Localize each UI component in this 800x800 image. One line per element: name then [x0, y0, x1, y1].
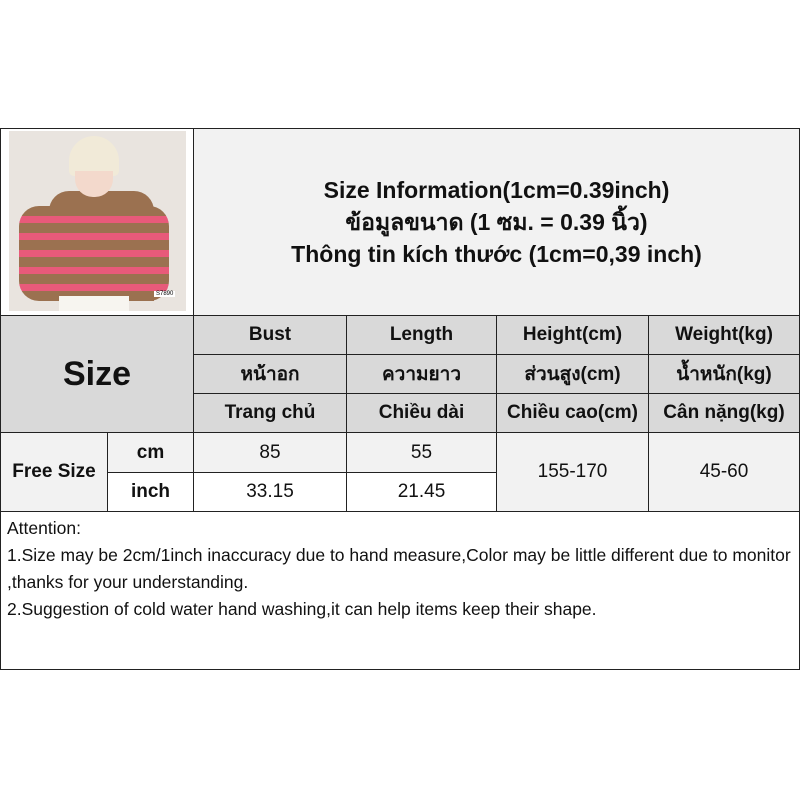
product-photo: S7890	[9, 131, 186, 311]
length-cm: 55	[346, 432, 497, 473]
height-value: 155-170	[496, 432, 649, 512]
header-length-vi: Chiều dài	[346, 393, 497, 433]
unit-inch: inch	[107, 472, 194, 512]
weight-value: 45-60	[648, 432, 800, 512]
header-height-en: Height(cm)	[496, 315, 649, 355]
header-height-vi: Chiều cao(cm)	[496, 393, 649, 433]
size-header: Size	[0, 315, 194, 433]
header-bust-vi: Trang chủ	[193, 393, 347, 433]
title-thai: ข้อมูลขนาด (1 ซม. = 0.39 นิ้ว)	[345, 209, 648, 235]
size-info-title: Size Information(1cm=0.39inch) ข้อมูลขนา…	[193, 128, 800, 316]
length-inch: 21.45	[346, 472, 497, 512]
unit-cm: cm	[107, 432, 194, 473]
attention-heading: Attention:	[7, 518, 81, 538]
title-vietnamese: Thông tin kích thước (1cm=0,39 inch)	[291, 241, 702, 267]
title-english: Size Information(1cm=0.39inch)	[323, 177, 670, 203]
free-size-label: Free Size	[0, 432, 108, 512]
header-length-en: Length	[346, 315, 497, 355]
header-height-th: ส่วนสูง(cm)	[496, 354, 649, 394]
header-weight-en: Weight(kg)	[648, 315, 800, 355]
header-bust-en: Bust	[193, 315, 347, 355]
bust-inch: 33.15	[193, 472, 347, 512]
attention-notes: Attention: 1.Size may be 2cm/1inch inacc…	[0, 511, 800, 670]
header-bust-th: หน้าอก	[193, 354, 347, 394]
header-weight-vi: Cân nặng(kg)	[648, 393, 800, 433]
attention-line-2: 2.Suggestion of cold water hand washing,…	[7, 599, 597, 619]
bust-cm: 85	[193, 432, 347, 473]
header-length-th: ความยาว	[346, 354, 497, 394]
photo-tag: S7890	[154, 291, 176, 297]
attention-line-1: 1.Size may be 2cm/1inch inaccuracy due t…	[7, 545, 791, 592]
header-weight-th: น้ำหนัก(kg)	[648, 354, 800, 394]
